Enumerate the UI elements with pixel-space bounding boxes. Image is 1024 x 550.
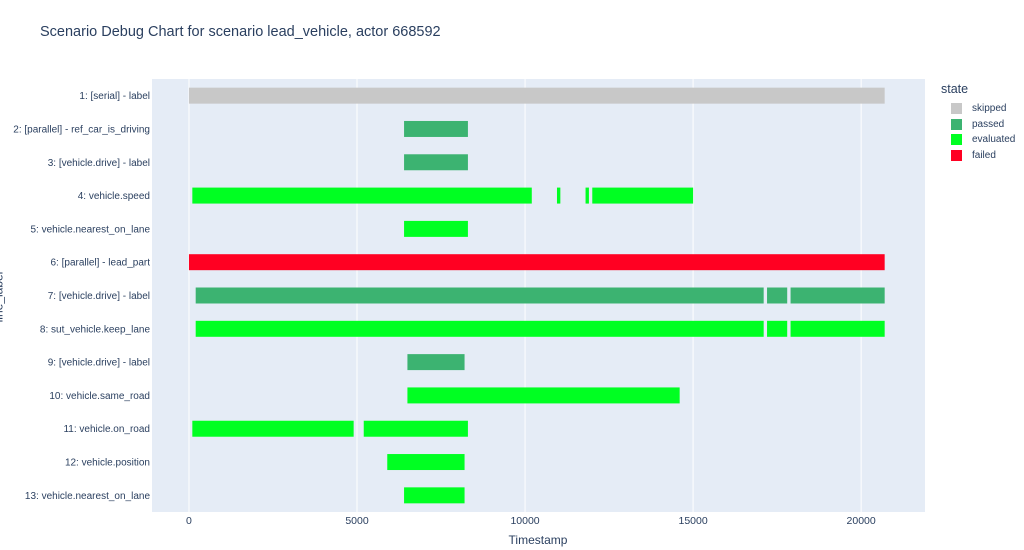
legend-item-failed[interactable]: failed	[941, 148, 1015, 164]
x-tick-labels: 0 5000 10000 15000 20000	[186, 515, 876, 527]
legend-swatch-skipped	[951, 103, 962, 115]
bar-passed[interactable]	[404, 154, 468, 171]
y-tick-label: 13: vehicle.nearest_on_lane	[25, 491, 151, 502]
y-tick-label: 11: vehicle.on_road	[63, 424, 150, 435]
bar-evaluated[interactable]	[556, 187, 561, 204]
y-tick-label: 8: sut_vehicle.keep_lane	[40, 324, 151, 335]
y-tick-label: 2: [parallel] - ref_car_is_driving	[13, 124, 150, 135]
legend-title: state	[941, 82, 969, 96]
bar-evaluated[interactable]	[790, 320, 885, 337]
legend-item-evaluated[interactable]: evaluated	[941, 132, 1015, 148]
bar-evaluated[interactable]	[192, 420, 354, 437]
legend: state skipped passed evaluated failed	[941, 82, 1015, 163]
y-tick-label: 9: [vehicle.drive] - label	[48, 358, 150, 369]
bar-evaluated[interactable]	[585, 187, 589, 204]
y-tick-label: 5: vehicle.nearest_on_lane	[30, 224, 150, 235]
bar-evaluated[interactable]	[592, 187, 694, 204]
bar-evaluated[interactable]	[404, 487, 465, 504]
legend-label-skipped: skipped	[972, 103, 1007, 115]
bar-evaluated[interactable]	[195, 320, 764, 337]
y-tick-label: 4: vehicle.speed	[78, 191, 150, 202]
x-tick-label: 20000	[847, 515, 876, 527]
x-tick-label: 0	[186, 515, 192, 527]
legend-label-passed: passed	[972, 118, 1005, 130]
y-tick-label: 12: vehicle.position	[65, 458, 150, 469]
bar-evaluated[interactable]	[407, 387, 680, 404]
y-axis-title: line_label	[0, 271, 6, 323]
bar-passed[interactable]	[407, 354, 465, 371]
x-tick-label: 5000	[345, 515, 369, 527]
bar-evaluated[interactable]	[387, 454, 465, 471]
bar-layer	[188, 87, 885, 504]
bar-skipped[interactable]	[188, 87, 885, 104]
legend-item-skipped[interactable]: skipped	[941, 101, 1015, 117]
bar-passed[interactable]	[404, 120, 468, 137]
x-axis-title: Timestamp	[509, 533, 568, 547]
y-tick-label: 6: [parallel] - lead_part	[50, 258, 150, 269]
x-tick-label: 10000	[510, 515, 539, 527]
legend-swatch-passed	[951, 118, 962, 130]
x-tick-label: 15000	[678, 515, 707, 527]
y-tick-label: 3: [vehicle.drive] - label	[48, 158, 150, 169]
bar-passed[interactable]	[790, 287, 885, 304]
legend-label-evaluated: evaluated	[972, 134, 1016, 146]
bar-passed[interactable]	[767, 287, 788, 304]
chart-title: Scenario Debug Chart for scenario lead_v…	[40, 24, 441, 40]
bar-failed[interactable]	[188, 254, 885, 271]
bar-evaluated[interactable]	[363, 420, 468, 437]
bar-passed[interactable]	[195, 287, 764, 304]
y-tick-labels: 1: [serial] - label 2: [parallel] - ref_c…	[13, 91, 150, 502]
bar-evaluated[interactable]	[192, 187, 532, 204]
legend-swatch-evaluated	[951, 134, 962, 146]
legend-item-passed[interactable]: passed	[941, 117, 1015, 133]
bar-evaluated[interactable]	[404, 220, 468, 237]
legend-swatch-failed	[951, 149, 962, 161]
legend-label-failed: failed	[972, 149, 996, 161]
y-tick-label: 7: [vehicle.drive] - label	[48, 291, 150, 302]
y-tick-label: 10: vehicle.same_road	[49, 391, 150, 402]
bar-evaluated[interactable]	[767, 320, 788, 337]
y-tick-label: 1: [serial] - label	[79, 91, 150, 102]
